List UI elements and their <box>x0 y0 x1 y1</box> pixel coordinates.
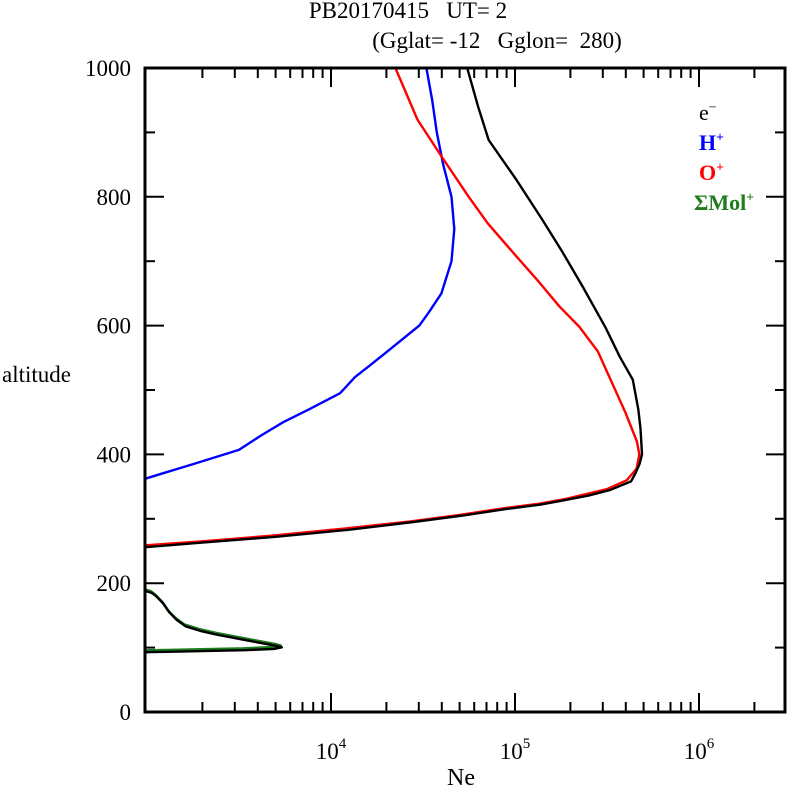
axes-frame <box>143 66 787 714</box>
x-axis-label: Ne <box>447 765 475 791</box>
x-tick-label: 104 <box>316 736 347 764</box>
y-axis-label: altitude <box>2 362 71 387</box>
legend-label: e <box>699 100 709 125</box>
y-tick-label: 800 <box>97 185 132 210</box>
chart-title: PB20170415 UT= 2 <box>308 0 508 23</box>
legend-item-hydrogen-ions: H+ <box>699 129 724 155</box>
oxygen-ions-curve <box>145 68 641 547</box>
legend-superscript: + <box>716 129 724 145</box>
y-tick-label: 600 <box>97 314 132 339</box>
y-tick-label: 1000 <box>85 56 131 81</box>
legend-superscript: + <box>716 159 724 175</box>
x-tick-label: 105 <box>500 736 531 764</box>
curves <box>145 68 644 654</box>
legend-superscript: − <box>708 99 717 115</box>
legend-label: O <box>699 160 717 185</box>
electrons-curve <box>145 68 644 654</box>
legend-label: H <box>699 130 717 155</box>
x-tick-label: 106 <box>684 736 715 764</box>
y-tick-label: 0 <box>120 700 132 725</box>
legend-item-oxygen-ions: O+ <box>699 159 724 185</box>
y-tick-label: 400 <box>97 442 132 467</box>
legend-item-electrons: e− <box>699 99 717 125</box>
legend-label: ΣMol <box>694 190 747 215</box>
chart-subtitle: (Gglat= -12 Gglon= 280) <box>372 28 622 53</box>
legend-item-molecular-ions: ΣMol+ <box>694 189 755 215</box>
axis-ticks <box>146 67 784 713</box>
hydrogen-ions-curve <box>145 68 456 480</box>
axis-tick-labels: 0 200 400 600 800 1000 104 105 106 <box>85 56 715 764</box>
legend-superscript: + <box>746 189 755 205</box>
y-tick-label: 200 <box>97 571 132 596</box>
